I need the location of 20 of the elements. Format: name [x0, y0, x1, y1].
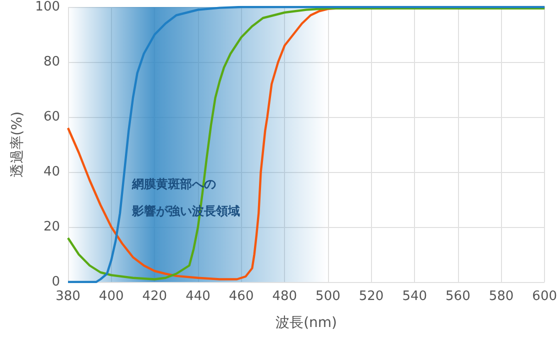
x-tick-label: 440: [186, 289, 210, 304]
x-tick-label: 460: [228, 289, 254, 304]
x-tick-label: 560: [446, 289, 470, 304]
y-tick-label: 80: [43, 54, 60, 70]
x-tick-label: 380: [56, 289, 80, 304]
x-tick-label: 520: [358, 289, 384, 304]
x-tick-label: 480: [272, 289, 298, 304]
x-tick-label: 540: [402, 289, 428, 304]
y-tick-label: 60: [43, 110, 60, 124]
x-axis-title: 波長(nm): [276, 315, 338, 331]
y-axis-title: 透過率(%): [9, 111, 26, 178]
x-tick-label: 500: [316, 289, 340, 304]
x-tick-label: 400: [98, 289, 124, 304]
x-tick-label: 580: [488, 289, 514, 304]
y-tick-label: 20: [43, 220, 60, 234]
x-tick-label: 420: [142, 289, 168, 304]
y-tick-label: 0: [52, 274, 60, 290]
y-tick-label: 40: [43, 164, 60, 180]
x-tick-label: 600: [532, 289, 558, 304]
y-tick-label: 100: [35, 0, 60, 14]
